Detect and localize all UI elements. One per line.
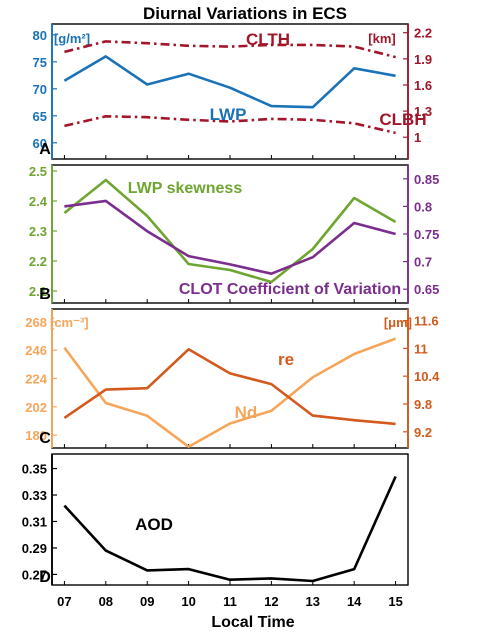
y-tick-label-left: 0.31 xyxy=(22,514,47,529)
x-tick-label: 09 xyxy=(140,594,154,609)
series-label-nd: Nd xyxy=(235,403,258,422)
y-tick-label-left: 0.29 xyxy=(22,541,47,556)
y-tick-label-left: 268 xyxy=(25,315,47,330)
panel-frame xyxy=(51,308,409,449)
y-tick-label-left: 0.35 xyxy=(22,462,47,477)
y-tick-label-left: 0.27 xyxy=(22,567,47,582)
x-tick-label: 15 xyxy=(388,594,402,609)
y-tick-label-left: 2.5 xyxy=(29,164,47,179)
unit-label-right: [μm] xyxy=(384,315,412,330)
series-label-re: re xyxy=(278,350,294,369)
series-line-re xyxy=(63,347,396,426)
y-tick-label-left: 246 xyxy=(25,343,47,358)
series-line-lwp-skewness xyxy=(63,178,397,284)
y-tick-label-left: 80 xyxy=(33,28,47,43)
y-tick-label-left: 180 xyxy=(25,428,47,443)
y-tick-label-left: 60 xyxy=(33,136,47,151)
series-label-aod: AOD xyxy=(135,515,173,534)
x-tick-label: 11 xyxy=(223,594,237,609)
y-tick-label-left: 0.33 xyxy=(22,488,47,503)
series-line-nd xyxy=(63,337,397,449)
y-tick-label-right: 1.3 xyxy=(414,104,432,119)
y-tick-label-left: 75 xyxy=(33,55,47,70)
series-line-aod xyxy=(63,475,397,583)
chart-title: Diurnal Variations in ECS xyxy=(143,4,347,23)
panel-letter: D xyxy=(39,569,51,586)
y-tick-label-right: 2.2 xyxy=(414,26,432,41)
y-tick-label-right: 1.9 xyxy=(414,52,432,67)
series-line-clot-coefficient-of-variation xyxy=(64,199,396,276)
x-tick-label: 12 xyxy=(264,594,278,609)
y-tick-label-right: 1.6 xyxy=(414,78,432,93)
y-tick-label-right: 9.8 xyxy=(414,397,432,412)
x-tick-label: 07 xyxy=(57,594,71,609)
y-tick-label-right: 10.4 xyxy=(414,369,440,384)
series-line-clbh xyxy=(64,115,396,135)
y-tick-label-right: 0.75 xyxy=(414,227,439,242)
series-line-lwp xyxy=(63,55,396,109)
y-tick-label-right: 0.7 xyxy=(414,255,432,270)
chart-panels: 60 65 70 75 80 1 1.3 1.6 1.9 2.2 [g/m²] [km] LWP CLTH… xyxy=(22,23,440,609)
y-tick-label-right: 11.6 xyxy=(414,314,439,329)
y-tick-label-left: 2.4 xyxy=(29,194,48,209)
y-tick-label-right: 1 xyxy=(414,130,421,145)
unit-label-left: [cm⁻³] xyxy=(50,315,89,330)
y-tick-label-right: 9.2 xyxy=(414,425,432,440)
unit-label-left: [g/m²] xyxy=(54,31,90,46)
x-tick-label: 08 xyxy=(99,594,113,609)
y-tick-label-left: 70 xyxy=(33,82,47,97)
series-line-clth xyxy=(64,40,396,59)
series-label-clth: CLTH xyxy=(246,30,290,49)
unit-label-right: [km] xyxy=(368,31,395,46)
y-tick-label-left: 224 xyxy=(25,372,47,387)
series-label-clbh: CLBH xyxy=(379,110,426,129)
panel-letter: A xyxy=(39,141,51,158)
y-tick-label-left: 202 xyxy=(25,400,47,415)
y-tick-label-left: 2.1 xyxy=(29,284,47,299)
panel-frame xyxy=(51,23,409,160)
x-tick-label: 10 xyxy=(181,594,195,609)
panel-letter: C xyxy=(39,430,51,447)
y-tick-label-right: 0.85 xyxy=(414,172,439,187)
series-label-lwp-skewness: LWP skewness xyxy=(128,180,243,197)
y-tick-label-left: 2.2 xyxy=(29,254,47,269)
series-label-lwp: LWP xyxy=(210,105,247,124)
series-label-clot-coefficient-of-variation: CLOT Coefficient of Variation xyxy=(179,281,401,298)
x-tick-label: 13 xyxy=(306,594,320,609)
y-tick-label-right: 0.65 xyxy=(414,282,439,297)
y-tick-label-right: 11 xyxy=(414,341,428,356)
y-tick-label-right: 0.8 xyxy=(414,199,432,214)
y-tick-label-left: 2.3 xyxy=(29,224,47,239)
y-tick-label-left: 65 xyxy=(33,109,47,124)
panel-letter: B xyxy=(39,286,51,303)
x-axis-title: Local Time xyxy=(211,614,294,631)
x-tick-label: 14 xyxy=(347,594,362,609)
